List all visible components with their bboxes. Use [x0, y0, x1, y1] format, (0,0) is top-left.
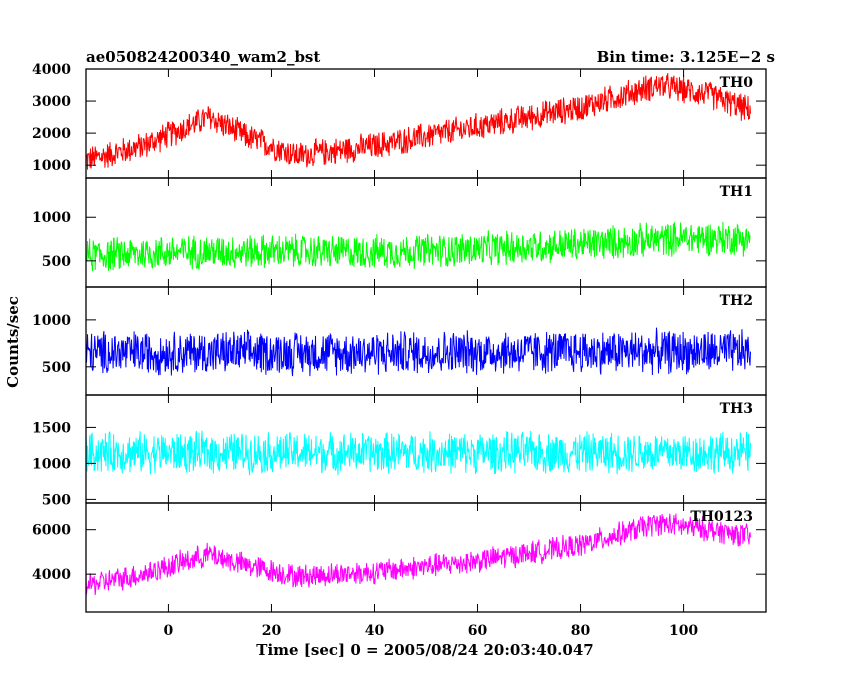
panel-label-th0123: TH0123 — [690, 509, 753, 525]
series-line-th2 — [86, 327, 751, 377]
chart-title: ae050824200340_wam2_bst — [86, 48, 320, 66]
y-tick-label: 1000 — [32, 210, 71, 226]
x-axis-label: Time [sec] 0 = 2005/08/24 20:03:40.047 — [256, 641, 593, 659]
y-tick-label: 3000 — [32, 94, 71, 110]
y-tick-label: 500 — [42, 360, 71, 376]
panel-frame — [85, 286, 767, 396]
y-tick-label: 500 — [42, 492, 71, 508]
panel-th0123: 4000 6000 TH0123 — [32, 502, 767, 613]
y-tick-label: 2000 — [32, 126, 71, 142]
bin-time-label: Bin time: 3.125E−2 s — [597, 48, 775, 66]
y-tick-label: 1000 — [32, 456, 71, 472]
x-axis: 0 20 40 60 80 100 — [164, 623, 699, 639]
series-line-th0 — [86, 73, 751, 170]
panel-label-th0: TH0 — [720, 75, 754, 91]
y-tick-label: 1000 — [32, 313, 71, 329]
x-tick-label: 80 — [571, 623, 591, 639]
x-tick-label: 100 — [669, 623, 698, 639]
panel-th2: 500 1000 TH2 — [32, 286, 767, 396]
y-tick-label: 500 — [42, 254, 71, 270]
x-tick-label: 60 — [468, 623, 488, 639]
series-line-th3 — [86, 430, 751, 476]
panel-label-th1: TH1 — [720, 184, 753, 200]
y-tick-label: 6000 — [32, 523, 71, 539]
x-tick-label: 40 — [365, 623, 385, 639]
panel-frame — [85, 502, 767, 613]
x-tick-label: 20 — [262, 623, 282, 639]
panel-th0: 1000 2000 3000 4000 TH0 — [32, 62, 767, 179]
panel-th3: 500 1000 1500 TH3 — [32, 394, 767, 508]
y-axis-label: Counts/sec — [4, 296, 22, 388]
y-tick-label: 1000 — [32, 158, 71, 174]
panel-label-th3: TH3 — [720, 401, 753, 417]
panel-label-th2: TH2 — [720, 293, 753, 309]
series-line-th0123 — [86, 513, 751, 596]
x-tick-label: 0 — [164, 623, 174, 639]
y-tick-label: 4000 — [32, 567, 71, 583]
panel-th1: 500 1000 TH1 — [32, 177, 767, 288]
panel-frame — [85, 177, 767, 288]
series-line-th1 — [86, 221, 751, 272]
panels-group: 1000200030004000TH05001000TH15001000TH25… — [32, 62, 767, 613]
y-tick-label: 1500 — [32, 420, 71, 436]
y-tick-label: 4000 — [32, 62, 71, 78]
